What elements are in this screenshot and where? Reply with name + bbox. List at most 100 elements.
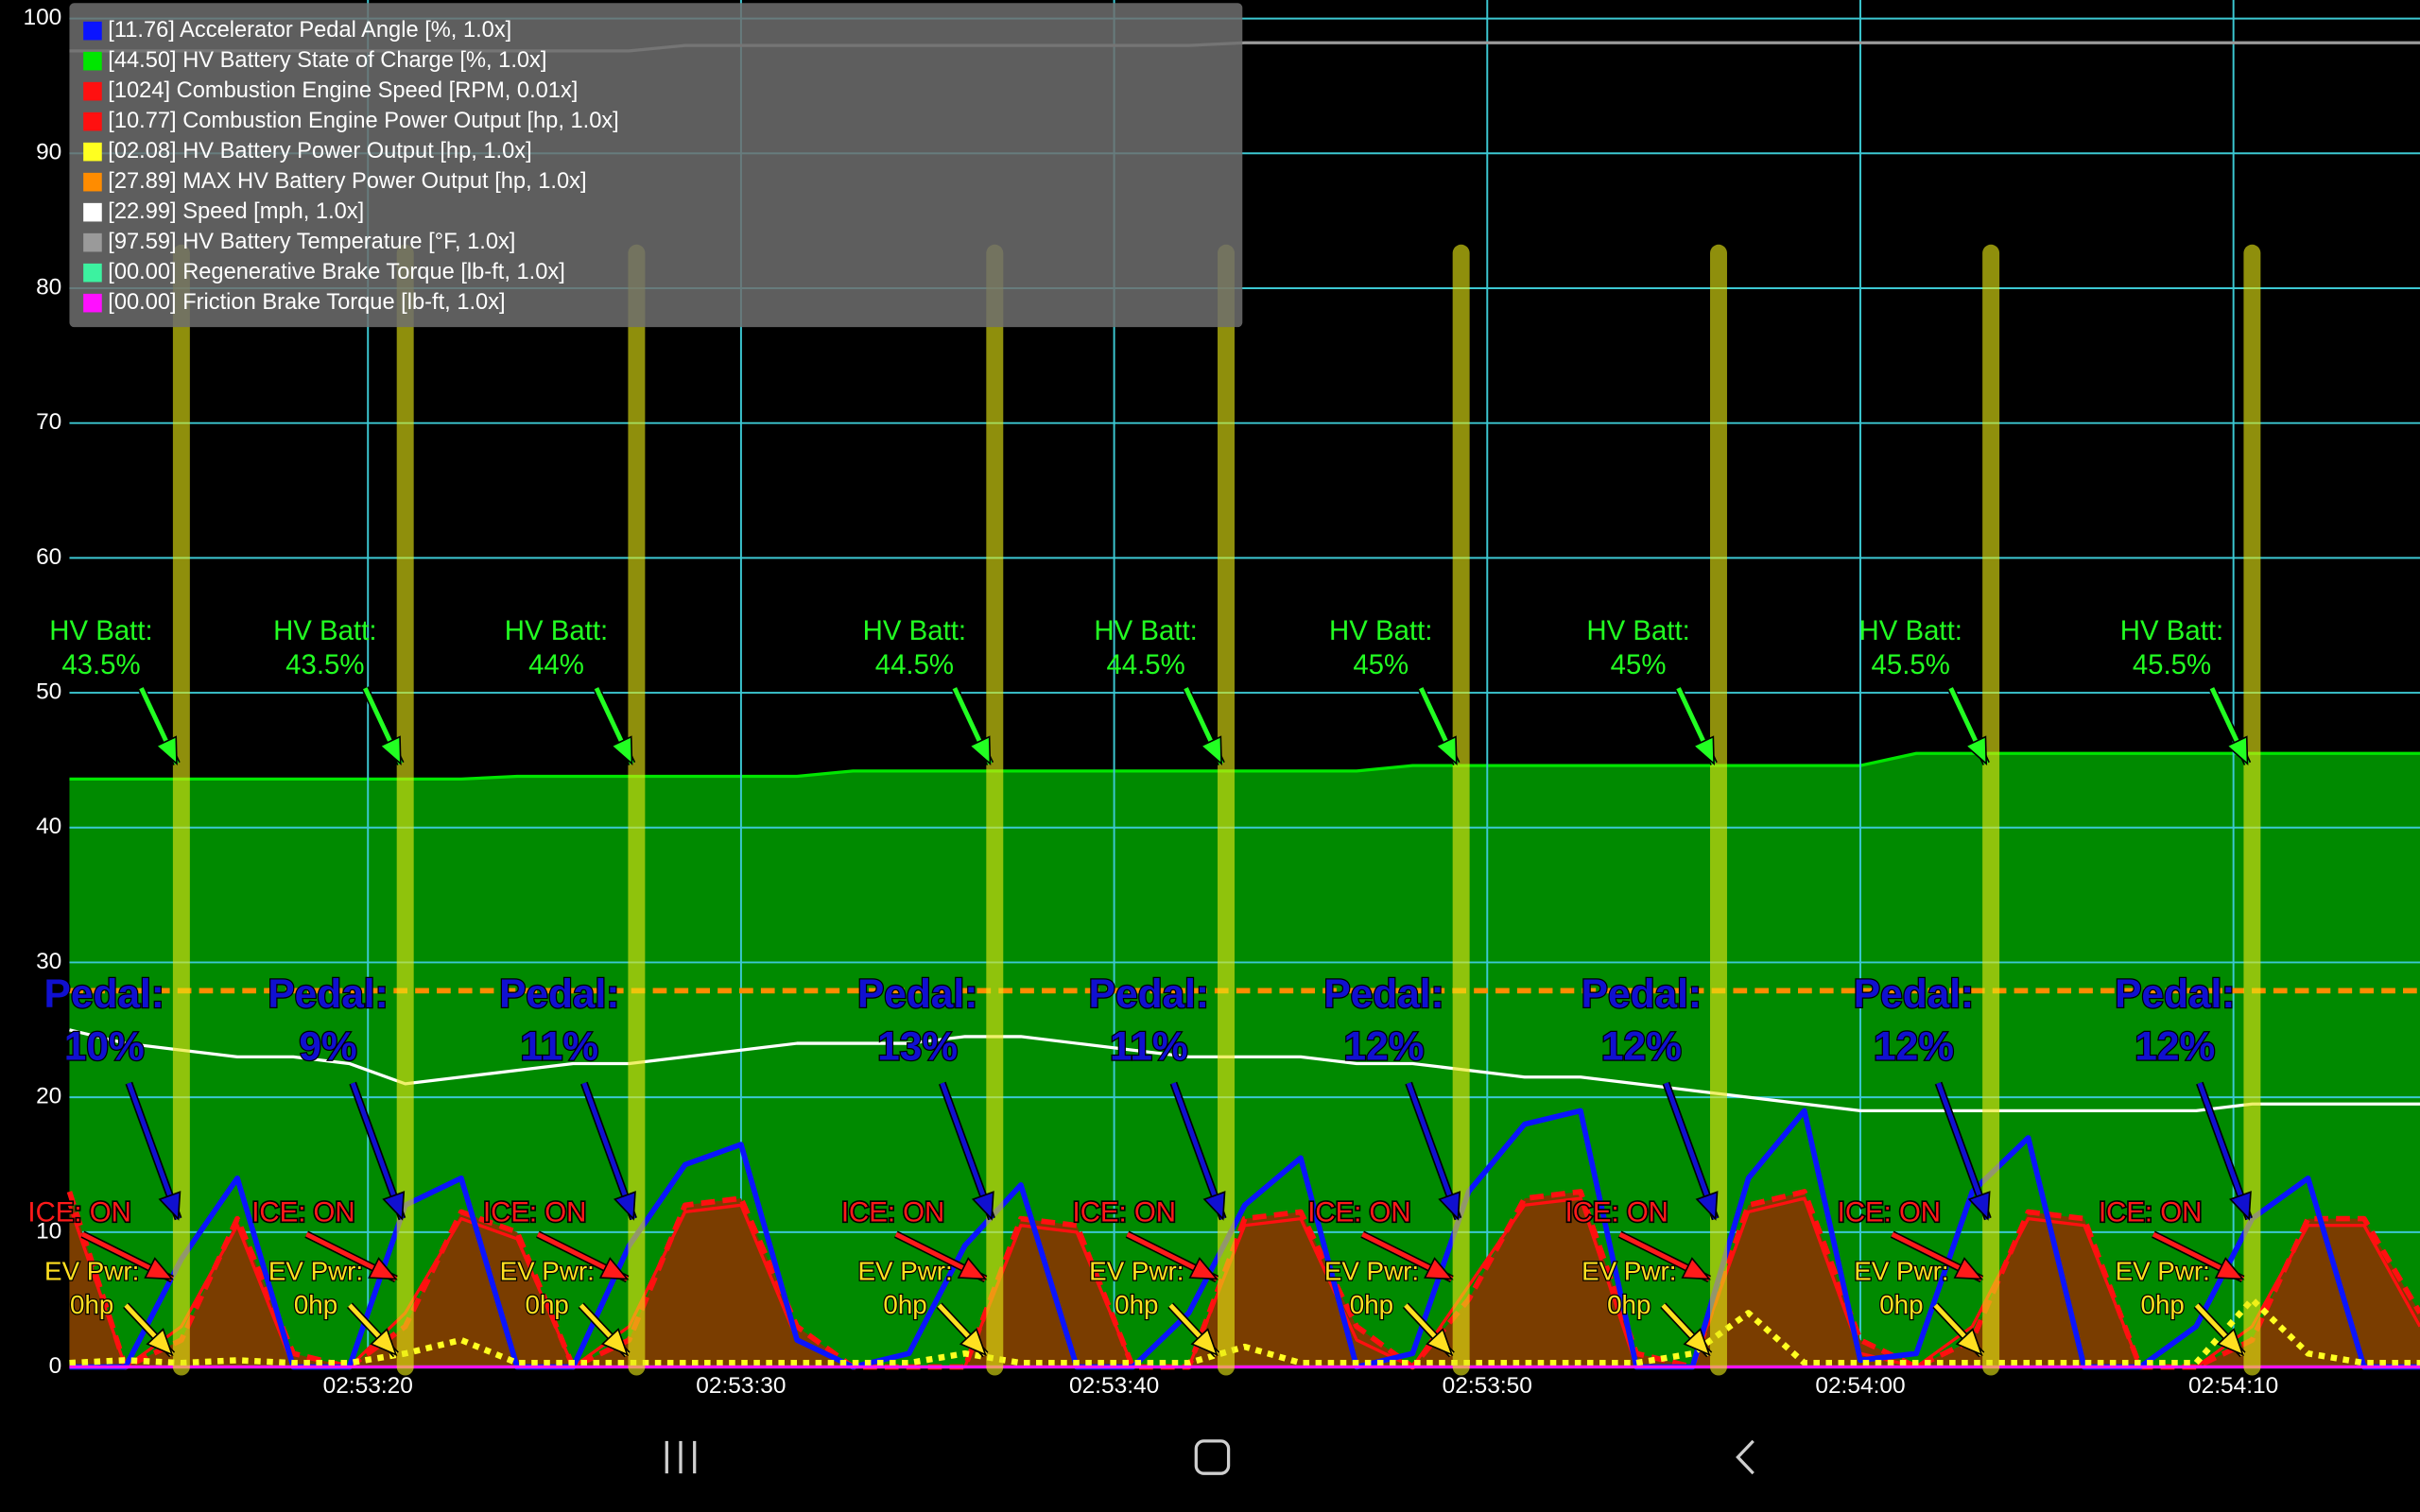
home-icon[interactable]: [1194, 1439, 1231, 1475]
pedal-label: Pedal:: [1582, 971, 1702, 1016]
pedal-label: Pedal:: [2115, 971, 2235, 1016]
ev-label: 0hp: [1607, 1290, 1651, 1319]
y-tick-label: 20: [36, 1084, 61, 1109]
arrow: [2152, 1230, 2245, 1283]
battery-label: 45.5%: [2133, 649, 2211, 680]
arrow-head: [600, 1328, 629, 1356]
pedal-label: 10%: [64, 1023, 145, 1068]
legend-label: [11.76] Accelerator Pedal Angle [%, 1.0x…: [108, 18, 511, 43]
battery-label: 44.5%: [875, 649, 954, 680]
arrow-head: [1964, 735, 1988, 766]
legend-label: [10.77] Combustion Engine Power Output […: [108, 109, 618, 133]
arrow-head: [1692, 735, 1715, 766]
battery-label: 43.5%: [61, 649, 140, 680]
ev-label: 0hp: [526, 1290, 569, 1319]
series-area-fill: [69, 1192, 2420, 1367]
arrow: [1405, 1081, 1462, 1221]
y-tick-label: 40: [36, 814, 61, 839]
arrow-head: [1967, 1191, 1991, 1221]
ice-label: ICE: ON: [2099, 1197, 2202, 1228]
pedal-label: Pedal:: [268, 971, 388, 1016]
arrow-head: [146, 1328, 174, 1356]
arrow: [1932, 1302, 1985, 1358]
arrow: [593, 686, 636, 766]
series-line: [69, 1108, 2420, 1370]
pedal-label: Pedal:: [1854, 971, 1974, 1016]
battery-label: HV Batt:: [1329, 615, 1432, 646]
ev-label: EV Pwr:: [500, 1256, 595, 1285]
ev-label: EV Pwr:: [1582, 1256, 1676, 1285]
arrow-head: [2214, 1257, 2245, 1280]
legend-swatch: [83, 142, 102, 162]
pedal-label: 13%: [877, 1023, 958, 1068]
battery-label: 43.5%: [285, 649, 364, 680]
arrow-head: [1434, 735, 1458, 766]
arrow: [536, 1230, 630, 1283]
arrow: [1167, 1302, 1220, 1358]
arrow-head: [598, 1257, 630, 1280]
arrow: [346, 1302, 399, 1358]
series-line: [69, 1296, 2420, 1366]
battery-label: HV Batt:: [863, 615, 966, 646]
arrow: [1125, 1230, 1219, 1283]
battery-label: 45.5%: [1872, 649, 1950, 680]
annotation: HV Batt:45% Pedal: 12% ICE: ON EV Pwr: 0hp: [1564, 244, 1727, 1376]
annotation: HV Batt:45.5% Pedal: 12% ICE: ON EV Pwr: 0hp: [1836, 244, 2000, 1376]
arrow: [578, 1302, 631, 1358]
ev-label: EV Pwr:: [1089, 1256, 1184, 1285]
legend-swatch: [83, 232, 102, 252]
legend-swatch: [83, 202, 102, 222]
ice-label: ICE: ON: [841, 1197, 944, 1228]
arrow-head: [2216, 1328, 2244, 1356]
arrow: [349, 1081, 406, 1221]
ice-label: ICE: ON: [1073, 1197, 1176, 1228]
arrow-head: [368, 1257, 398, 1280]
arrow-head: [968, 735, 992, 766]
ev-label: EV Pwr:: [268, 1256, 363, 1285]
arrow-head: [610, 735, 633, 766]
arrow-head: [1683, 1328, 1711, 1356]
legend: [11.76] Accelerator Pedal Angle [%, 1.0x…: [69, 3, 1243, 328]
arrow: [1674, 686, 1718, 766]
arrow: [2193, 1302, 2246, 1358]
legend-swatch: [83, 81, 102, 101]
annotation: HV Batt:43.5% Pedal: 10% ICE: ON EV Pwr: 0hp: [26, 244, 190, 1376]
ev-label: 0hp: [883, 1290, 926, 1319]
arrow-head: [144, 1257, 174, 1280]
arrow-head: [1953, 1257, 1984, 1280]
legend-label: [02.08] HV Battery Power Output [hp, 1.0…: [108, 139, 531, 163]
legend-label: [27.89] MAX HV Battery Power Output [hp,…: [108, 169, 586, 194]
ev-label: 0hp: [1879, 1290, 1923, 1319]
axes: 0 10 20 30 40 50 60 70 80 90 100 02:53:20 02:53:30 02…: [23, 3, 2278, 1399]
arrow-head: [382, 1191, 406, 1221]
arrow: [1417, 686, 1461, 766]
legend-swatch: [83, 293, 102, 313]
legend-label: [22.99] Speed [mph, 1.0x]: [108, 199, 364, 224]
series-line: [66, 1189, 2420, 1370]
arrow-head: [614, 1191, 636, 1221]
arrow: [80, 1230, 174, 1283]
arrow: [938, 1081, 995, 1221]
arrow-head: [959, 1328, 987, 1356]
ev-label: 0hp: [1350, 1290, 1393, 1319]
y-tick-label: 10: [36, 1218, 61, 1244]
arrow-head: [1188, 1257, 1219, 1280]
legend-label: [00.00] Friction Brake Torque [lb-ft, 1.…: [108, 290, 505, 315]
battery-label: HV Batt:: [49, 615, 152, 646]
ice-label: ICE: ON: [1565, 1197, 1668, 1228]
battery-label: 45%: [1611, 649, 1667, 680]
back-icon[interactable]: [1736, 1439, 1754, 1475]
battery-label: HV Batt:: [273, 615, 376, 646]
ev-label: EV Pwr:: [1854, 1256, 1948, 1285]
pedal-label: 12%: [2135, 1023, 2215, 1068]
pedal-label: 11%: [1110, 1023, 1188, 1068]
y-tick-label: 0: [49, 1353, 62, 1379]
arrow-head: [2229, 1191, 2252, 1221]
series-lines: [66, 41, 2420, 1370]
arrow-head: [1955, 1328, 1983, 1356]
ev-label: EV Pwr:: [2116, 1256, 2210, 1285]
x-tick-label: 02:53:50: [1443, 1373, 1532, 1399]
annotation: HV Batt:44.5% Pedal: 11% ICE: ON EV Pwr: 0hp: [1071, 244, 1235, 1376]
y-tick-label: 80: [36, 274, 61, 300]
